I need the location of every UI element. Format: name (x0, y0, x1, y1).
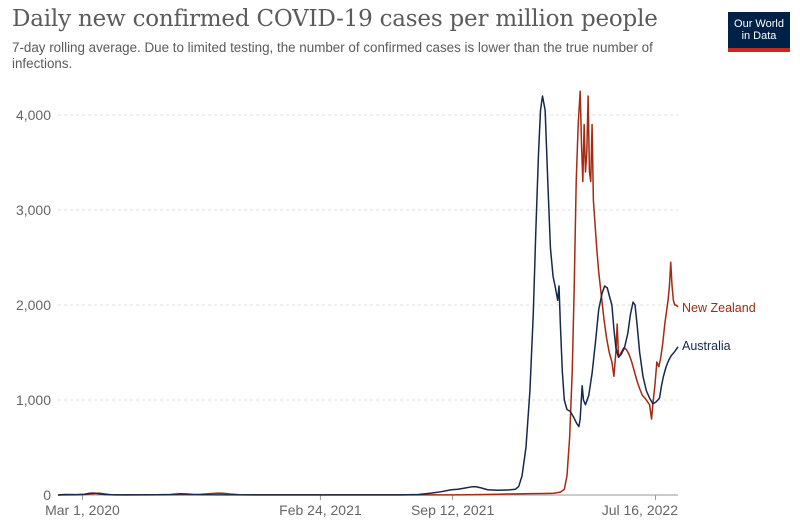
series-line-new-zealand[interactable] (57, 90, 679, 496)
y-tick-label: 0 (43, 487, 51, 503)
chart-subtitle: 7-day rolling average. Due to limited te… (12, 40, 653, 71)
y-tick-label: 4,000 (16, 107, 51, 123)
series-label-australia[interactable]: Australia (682, 339, 731, 353)
logo-line-2: in Data (741, 30, 777, 42)
chart-title: Daily new confirmed COVID-19 cases per m… (12, 6, 658, 32)
gridlines (58, 114, 678, 401)
x-tick-label: Mar 1, 2020 (45, 502, 120, 518)
x-tick-label: Feb 24, 2021 (279, 502, 362, 518)
x-tick-label: Sep 12, 2021 (411, 502, 495, 518)
y-tick-label: 3,000 (16, 202, 51, 218)
y-tick-label: 2,000 (16, 297, 51, 313)
x-axis: Mar 1, 2020 Feb 24, 2021 Sep 12, 2021 Jul 1… (45, 494, 678, 518)
logo-line-1: Our World (734, 18, 784, 30)
series-label-new-zealand[interactable]: New Zealand (682, 301, 756, 315)
y-tick-label: 1,000 (16, 392, 51, 408)
series-labels: Australia New Zealand (682, 301, 756, 353)
series-line-australia[interactable] (57, 95, 679, 496)
series-lines (57, 90, 679, 496)
owid-logo[interactable]: Our World in Data (728, 12, 790, 52)
x-tick-label: Jul 16, 2022 (602, 502, 678, 518)
y-axis-labels: 0 1,000 2,000 3,000 4,000 (16, 107, 51, 503)
